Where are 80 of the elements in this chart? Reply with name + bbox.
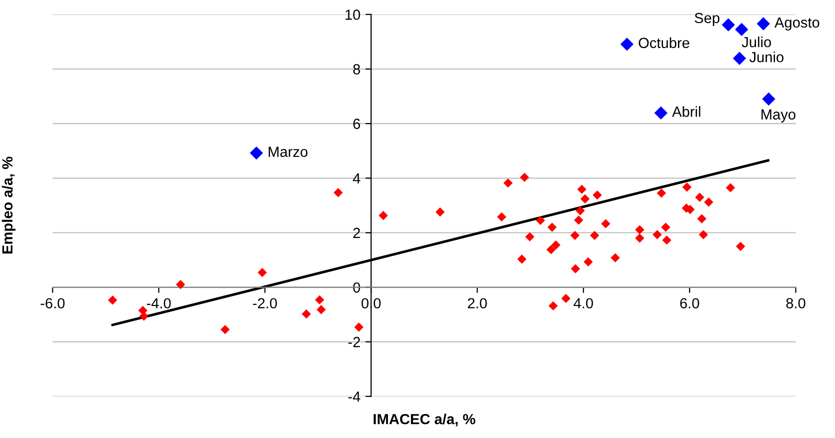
annotation: Junio <box>749 52 784 62</box>
annotation: Abril <box>672 106 700 117</box>
y-tick-label: 0 <box>353 282 360 293</box>
point <box>662 235 672 245</box>
point <box>635 234 644 243</box>
point <box>590 230 600 240</box>
point <box>635 225 644 234</box>
point <box>576 206 585 216</box>
y-tick-label: 10 <box>346 10 360 20</box>
y-axis-title: Empleo a/a, % <box>2 156 16 254</box>
point <box>656 188 666 198</box>
point <box>726 183 736 192</box>
point <box>546 245 556 254</box>
point <box>497 212 506 222</box>
point <box>732 52 746 65</box>
point <box>561 294 571 304</box>
point <box>220 324 230 334</box>
point <box>302 309 311 319</box>
point <box>334 188 343 198</box>
point <box>584 257 593 266</box>
point <box>570 264 580 274</box>
point <box>654 106 668 120</box>
x-axis-title: IMACEC a/a, % <box>374 414 476 426</box>
point <box>601 219 610 228</box>
x-tick-label: 4.0 <box>574 298 593 308</box>
x-tick-label: 6.0 <box>680 298 700 308</box>
point <box>592 190 602 200</box>
point <box>570 230 580 240</box>
annotation: Sep <box>694 12 720 26</box>
point <box>316 305 326 314</box>
point <box>735 22 748 36</box>
annotation: Marzo <box>268 146 308 157</box>
point <box>378 210 388 220</box>
x-tick-label: 2.0 <box>468 298 487 308</box>
point <box>354 322 364 332</box>
point <box>258 268 267 278</box>
point <box>139 312 149 321</box>
y-tick-label: 8 <box>353 64 360 74</box>
point <box>756 17 770 30</box>
annotation: Julio <box>742 36 771 48</box>
point <box>520 172 530 182</box>
point <box>108 295 118 305</box>
x-tick-label: -4.0 <box>146 298 171 308</box>
point <box>548 301 558 310</box>
point <box>652 230 662 240</box>
x-tick-label: -2.0 <box>253 298 277 308</box>
y-tick-label: 2 <box>353 228 360 238</box>
point <box>722 18 735 32</box>
point <box>551 240 560 250</box>
point <box>610 253 620 262</box>
point <box>250 146 264 160</box>
annotation: Mayo <box>762 109 796 122</box>
point <box>176 280 186 290</box>
point <box>698 230 708 240</box>
annotation: Agosto <box>774 17 820 31</box>
point <box>503 178 513 188</box>
point <box>574 216 584 225</box>
annotation: Octubre <box>638 37 690 48</box>
point <box>736 242 746 251</box>
y-tick-label: -4 <box>348 392 360 402</box>
point <box>436 207 445 217</box>
y-tick-label: -2 <box>348 336 360 348</box>
x-tick-label: 8.0 <box>786 298 806 308</box>
point <box>580 194 590 204</box>
point <box>525 232 534 242</box>
point <box>697 214 706 224</box>
point <box>682 182 692 192</box>
y-tick-label: 4 <box>352 173 360 184</box>
point <box>548 222 557 232</box>
point <box>695 192 704 202</box>
point <box>517 254 526 264</box>
y-tick-label: 6 <box>353 118 360 130</box>
point <box>577 184 586 194</box>
x-tick-label: -6.0 <box>40 298 65 308</box>
point <box>762 92 776 106</box>
point <box>661 222 670 232</box>
point <box>315 295 324 304</box>
point <box>704 198 714 207</box>
point <box>620 38 634 51</box>
point <box>536 216 546 226</box>
